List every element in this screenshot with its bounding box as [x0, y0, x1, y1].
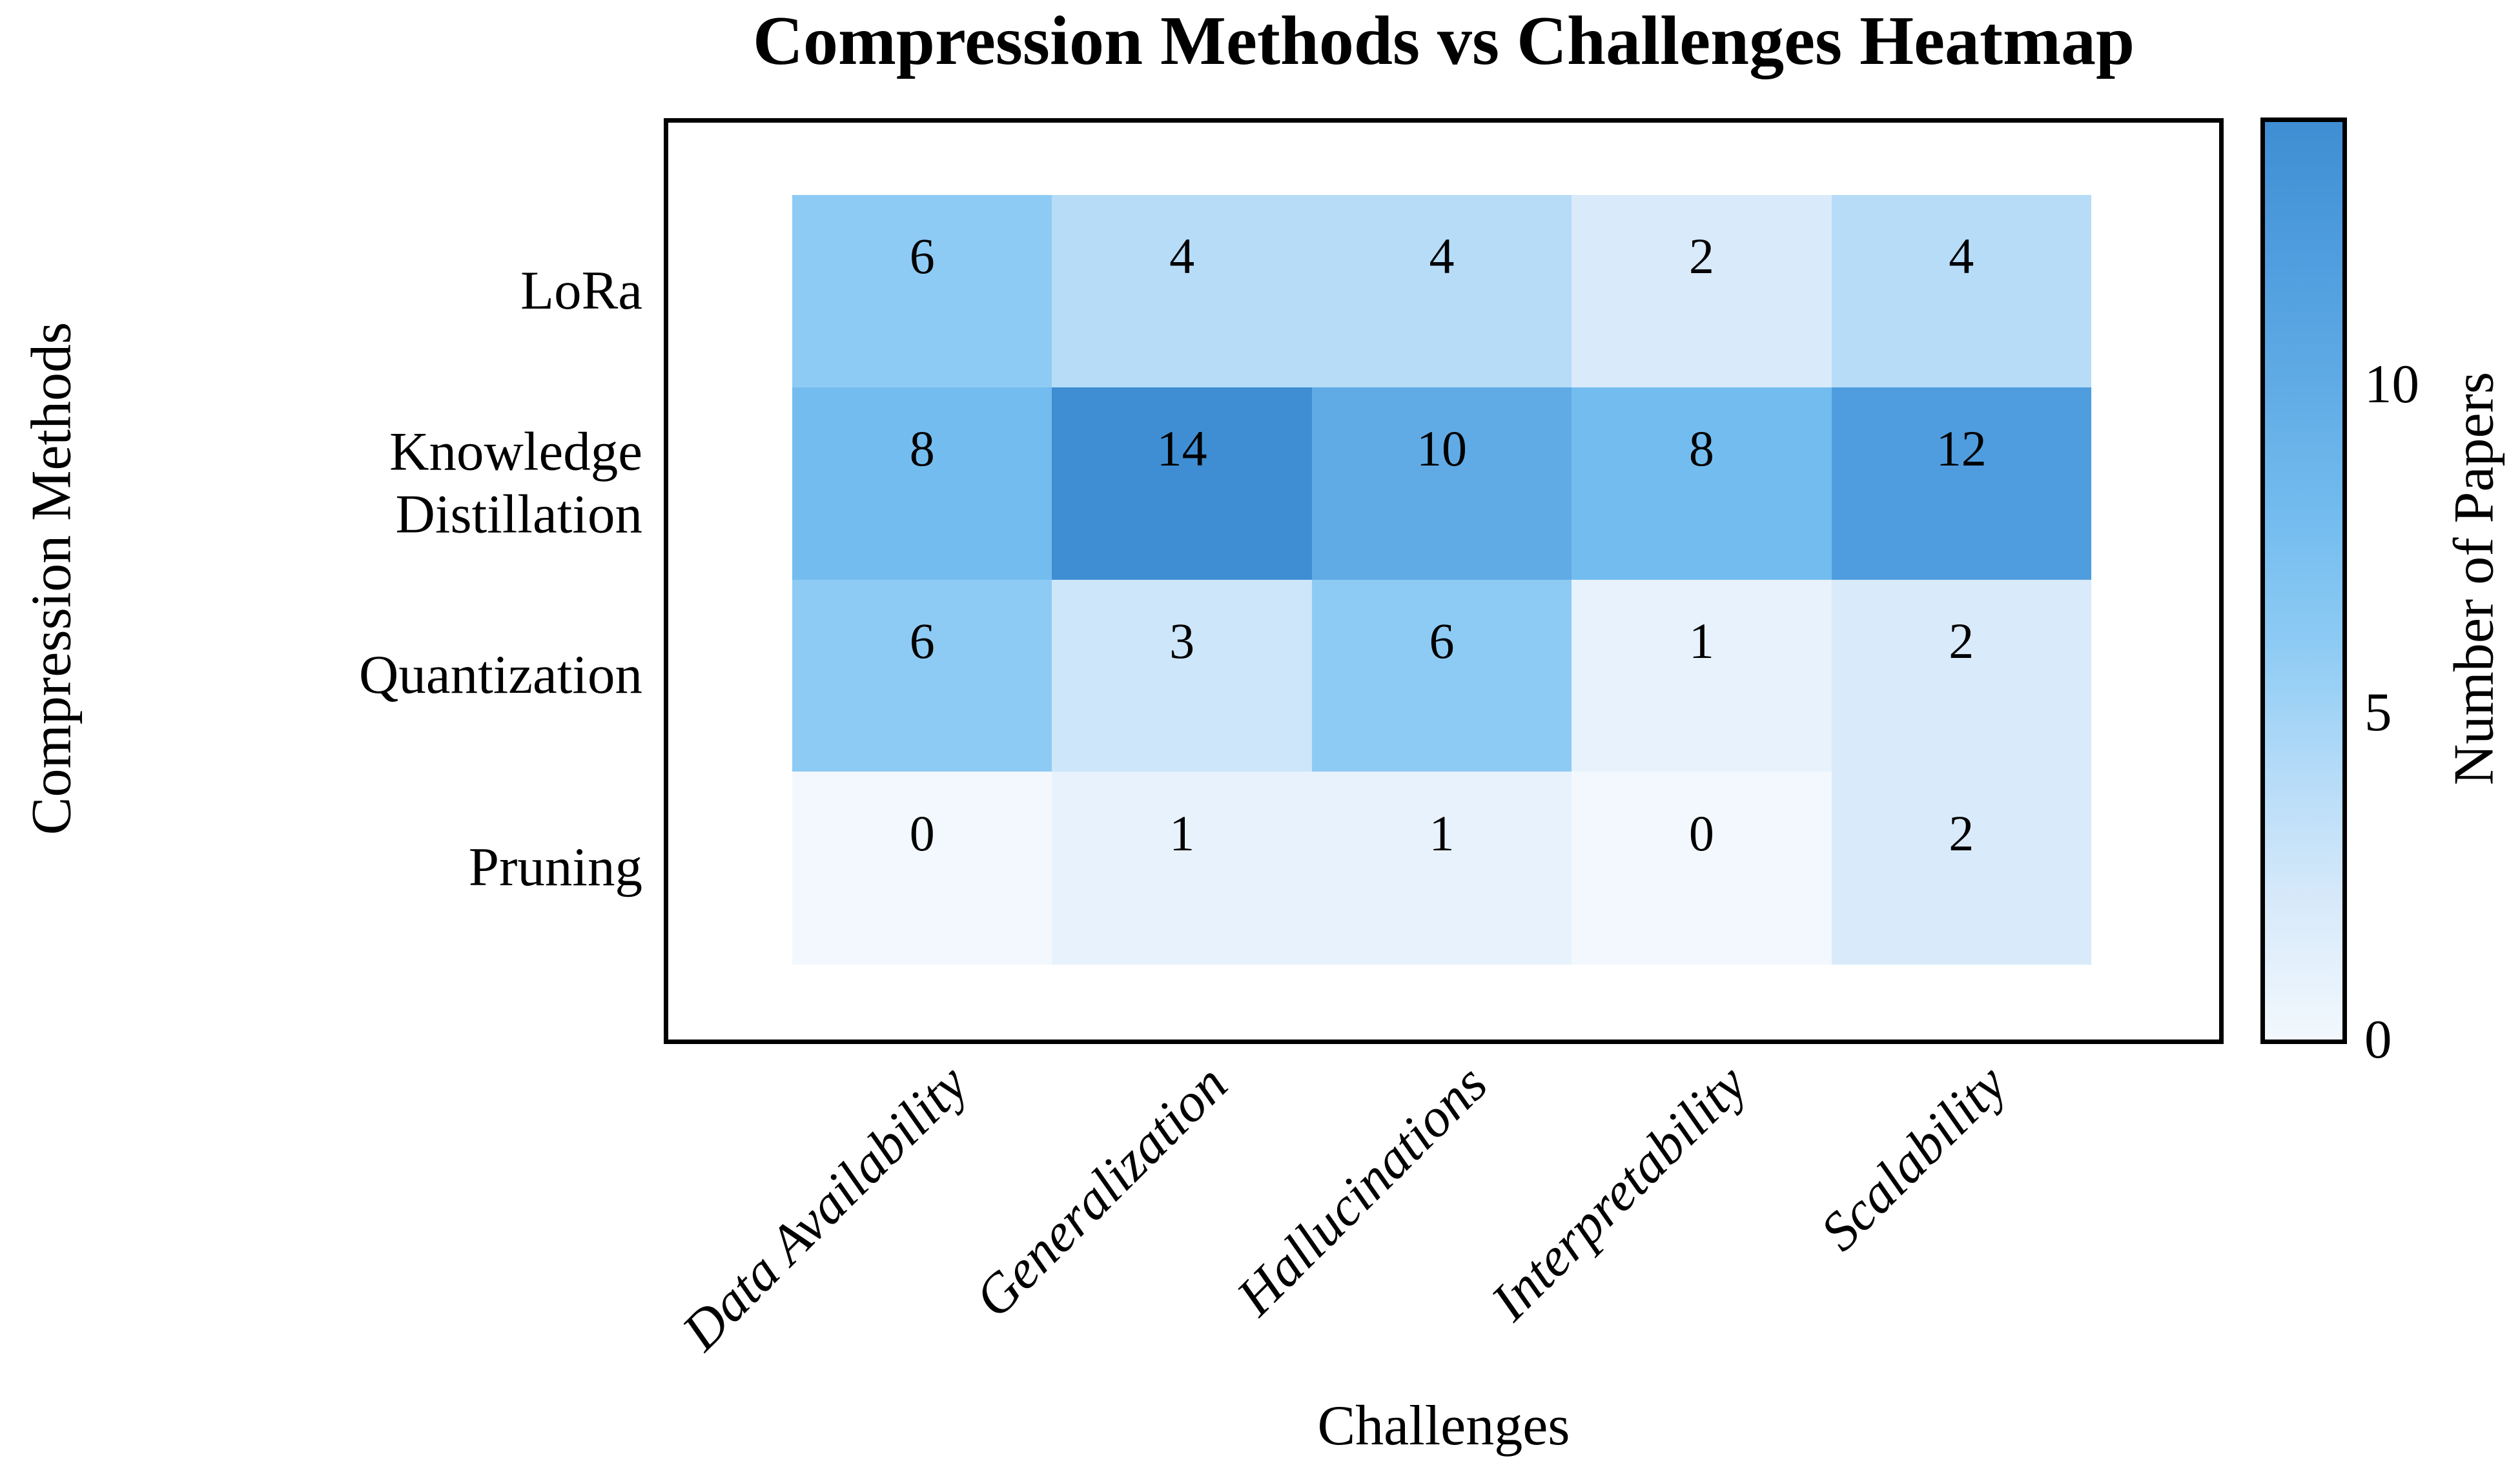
heatmap-cell — [1311, 387, 1572, 580]
heatmap-cell — [1831, 387, 2092, 580]
x-tick-label: Hallucinations — [1225, 1053, 1499, 1327]
colorbar — [2260, 118, 2347, 1044]
heatmap-cell-value: 8 — [909, 420, 935, 477]
heatmap-cell-value: 4 — [1169, 228, 1195, 285]
x-tick-label: Generalization — [963, 1053, 1239, 1329]
heatmap-cell-value: 1 — [1169, 804, 1195, 861]
heatmap-cell-value: 0 — [909, 804, 935, 861]
heatmap-cell-value: 14 — [1156, 420, 1207, 477]
heatmap-cell — [1572, 387, 1832, 580]
heatmap-cell — [1831, 195, 2092, 388]
heatmap-cell — [792, 387, 1052, 580]
heatmap-cell-value: 2 — [1949, 612, 1974, 669]
heatmap-cell-value: 1 — [1429, 804, 1455, 861]
chart-title: Compression Methods vs Challenges Heatma… — [752, 3, 2135, 79]
y-axis-title: Compression Methods — [20, 322, 83, 835]
heatmap-cell — [1052, 579, 1313, 772]
heatmap-cell-value: 6 — [909, 228, 935, 285]
x-tick-label: Data Availability — [670, 1053, 979, 1362]
colorbar-tick-label: 5 — [2364, 681, 2392, 743]
heatmap-cell — [1052, 387, 1313, 580]
colorbar-tick-label: 10 — [2364, 354, 2419, 415]
heatmap-cell — [1311, 579, 1572, 772]
heatmap-cell — [1572, 772, 1832, 965]
heatmap: 6 4 4 2 4 8 14 10 8 12 6 3 6 1 2 0 1 1 0 2 — [792, 195, 2092, 965]
heatmap-cell — [792, 579, 1052, 772]
heatmap-cell — [1831, 772, 2092, 965]
x-axis-title: Challenges — [1317, 1395, 1570, 1457]
colorbar-title: Number of Papers — [2443, 371, 2506, 786]
colorbar-gradient — [2265, 122, 2342, 1040]
heatmap-cell-value: 0 — [1688, 804, 1714, 861]
heatmap-cell-value: 2 — [1949, 804, 1974, 861]
y-tick-label: Knowledge Distillation — [389, 420, 642, 545]
heatmap-cell — [1572, 579, 1832, 772]
heatmap-cell-value: 8 — [1688, 420, 1714, 477]
heatmap-cell — [1572, 195, 1832, 388]
heatmap-cell-value: 3 — [1169, 612, 1195, 669]
heatmap-cell-value: 2 — [1688, 228, 1714, 285]
heatmap-cell — [1052, 195, 1313, 388]
colorbar-tick-label: 0 — [2364, 1009, 2392, 1070]
y-tick-label: Pruning — [468, 837, 642, 898]
heatmap-cell-value: 6 — [1429, 612, 1455, 669]
heatmap-cell-value: 1 — [1688, 612, 1714, 669]
heatmap-cell — [1052, 772, 1313, 965]
heatmap-cell — [1831, 579, 2092, 772]
heatmap-cell-value: 4 — [1949, 228, 1974, 285]
heatmap-cell-value: 12 — [1936, 420, 1987, 477]
x-tick-label: Interpretability — [1479, 1053, 1759, 1332]
heatmap-cell-value: 10 — [1417, 420, 1467, 477]
heatmap-cell — [1311, 195, 1572, 388]
y-tick-label: Quantization — [358, 644, 642, 706]
y-tick-label: LoRa — [520, 260, 642, 321]
heatmap-cell — [792, 195, 1052, 388]
x-tick-label: Scalability — [1809, 1053, 2018, 1262]
heatmap-cell-value: 4 — [1429, 228, 1455, 285]
heatmap-cell — [792, 772, 1052, 965]
heatmap-cell — [1311, 772, 1572, 965]
heatmap-cell-value: 6 — [909, 612, 935, 669]
